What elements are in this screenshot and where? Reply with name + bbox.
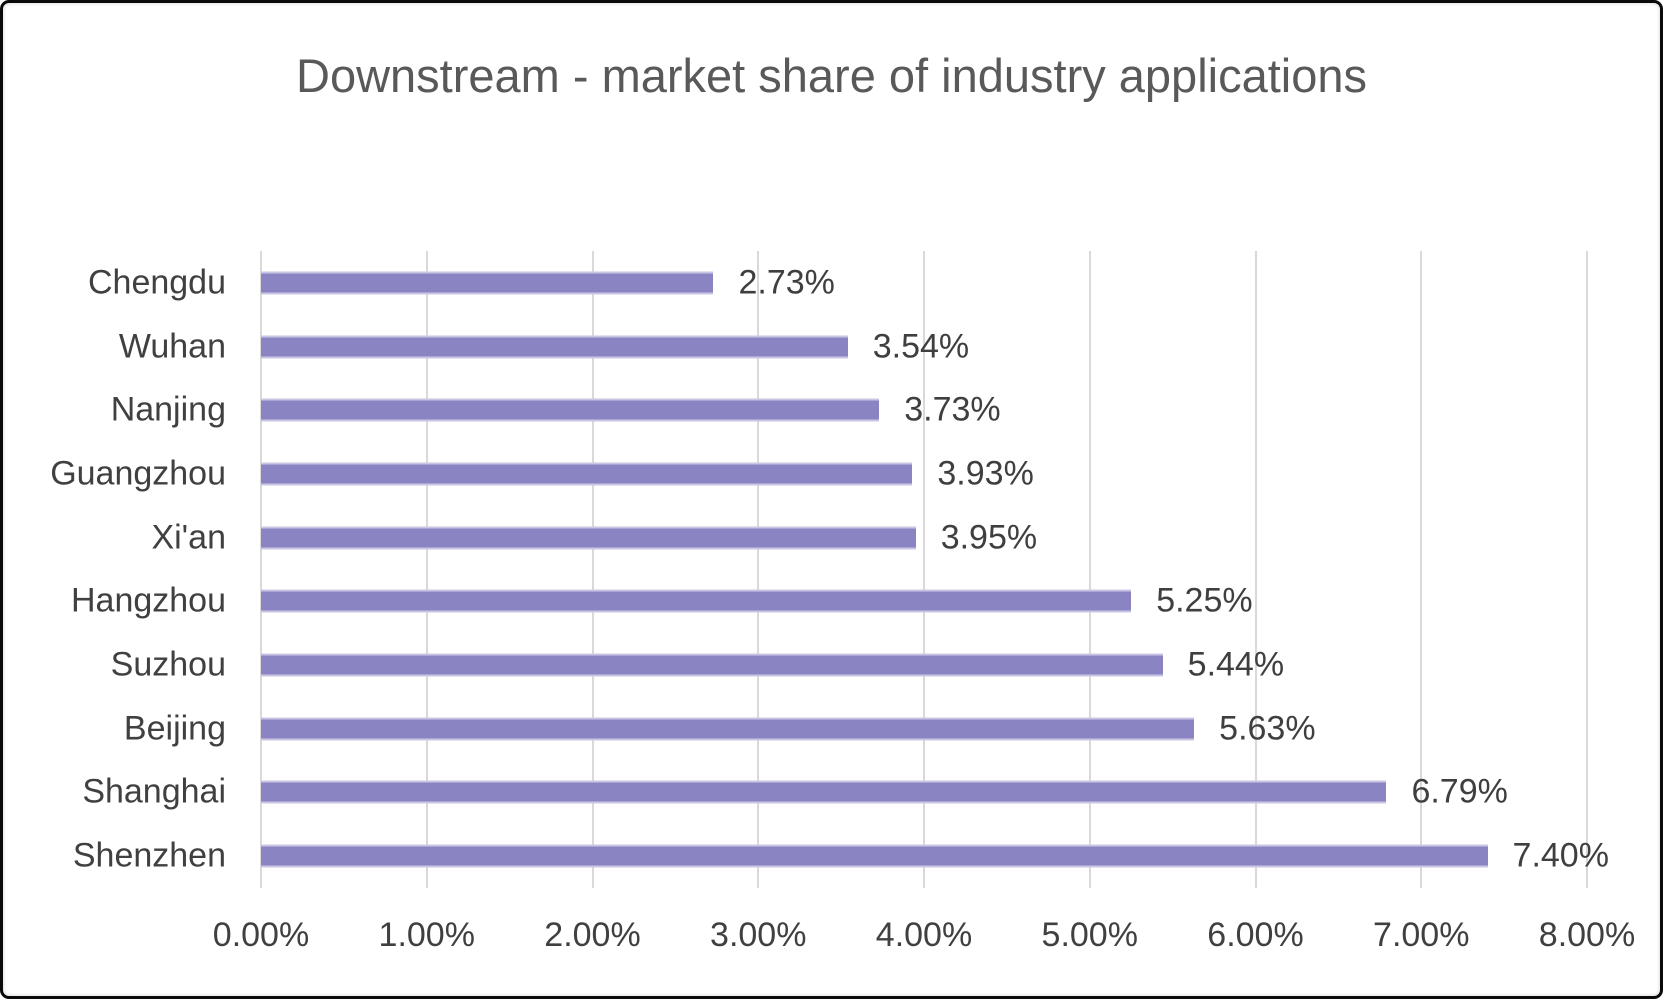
gridline xyxy=(757,251,760,888)
bar-row: Chengdu 2.73% xyxy=(88,251,1587,315)
x-axis-tick-label: 0.00% xyxy=(212,916,310,954)
bar-row: Suzhou 5.44% xyxy=(111,633,1587,697)
bar xyxy=(261,717,1195,741)
value-label: 2.73% xyxy=(738,263,835,302)
bar xyxy=(261,653,1163,677)
value-label: 5.63% xyxy=(1219,709,1316,748)
plot-area: Chengdu 2.73% Wuhan 3.54% Nanjing 3.73% Guangz… xyxy=(50,251,1635,952)
x-axis-tick-label: 3.00% xyxy=(710,916,807,954)
bar xyxy=(261,780,1387,804)
bar-row: Guangzhou 3.93% xyxy=(50,442,1587,506)
x-axis-tick-label: 6.00% xyxy=(1207,916,1304,954)
bar-row: Xi'an 3.95% xyxy=(151,506,1587,570)
value-label: 3.54% xyxy=(872,327,970,366)
category-label: Beijing xyxy=(123,709,226,748)
x-axis-tick-label: 8.00% xyxy=(1538,916,1636,954)
bar xyxy=(261,589,1132,613)
bar-row: Shenzhen 7.40% xyxy=(73,824,1609,888)
bar xyxy=(261,526,916,550)
category-label: Shanghai xyxy=(82,772,226,811)
category-label: Xi'an xyxy=(151,518,226,557)
bar-row: Hangzhou 5.25% xyxy=(71,570,1587,634)
gridline xyxy=(1586,251,1588,888)
gridline xyxy=(1088,251,1091,888)
category-label: Shenzhen xyxy=(72,836,226,875)
bar xyxy=(261,844,1488,868)
value-label: 3.95% xyxy=(940,518,1038,557)
chart-title: Downstream - market share of industry ap… xyxy=(296,49,1367,102)
bar-row: Wuhan 3.54% xyxy=(119,315,1587,379)
category-label: Nanjing xyxy=(110,390,226,429)
bar-row: Nanjing 3.73% xyxy=(111,378,1587,442)
bar xyxy=(261,398,880,422)
gridline xyxy=(425,251,428,888)
x-axis-tick-label: 1.00% xyxy=(378,916,475,954)
gridline xyxy=(591,251,594,888)
bar-row: Shanghai 6.79% xyxy=(82,761,1587,825)
value-label: 6.79% xyxy=(1411,772,1508,811)
x-axis-tick-label: 2.00% xyxy=(544,916,641,954)
category-label: Suzhou xyxy=(110,645,226,684)
bar xyxy=(261,271,714,295)
value-label: 3.93% xyxy=(937,454,1034,493)
category-label: Guangzhou xyxy=(50,454,226,493)
bar-row: Beijing 5.63% xyxy=(124,697,1587,761)
value-label: 5.25% xyxy=(1156,581,1253,620)
x-axis-tick-label: 7.00% xyxy=(1373,916,1470,954)
gridline xyxy=(1420,251,1423,888)
gridline xyxy=(1254,251,1257,888)
value-label: 3.73% xyxy=(904,390,1001,429)
bar xyxy=(261,462,913,486)
x-axis-tick-label: 4.00% xyxy=(875,916,973,954)
x-axis-tick-label: 5.00% xyxy=(1041,916,1138,954)
category-label: Wuhan xyxy=(118,327,226,366)
gridline xyxy=(260,251,262,888)
gridline xyxy=(923,251,925,888)
value-label: 5.44% xyxy=(1187,645,1285,684)
value-label: 7.40% xyxy=(1512,836,1609,875)
bar xyxy=(261,335,848,359)
category-label: Chengdu xyxy=(87,263,226,302)
category-label: Hangzhou xyxy=(70,581,226,620)
